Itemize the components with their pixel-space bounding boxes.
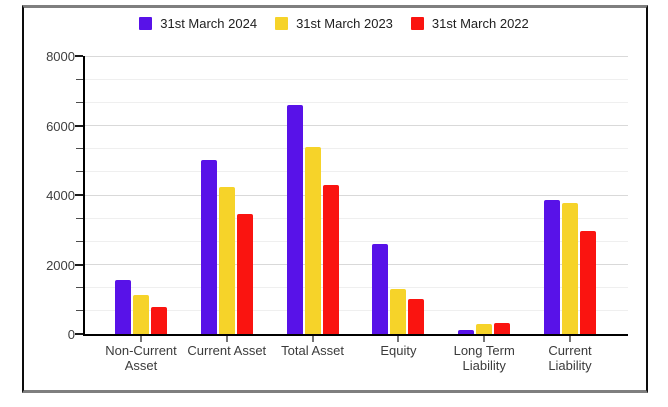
bar-series3-cat2 (236, 214, 253, 334)
legend-label: 31st March 2022 (431, 16, 529, 31)
x-axis-category-label: Equity (380, 343, 417, 358)
bar-series1-cat2 (200, 159, 217, 334)
y-axis-tick-label: 0 (67, 327, 75, 342)
x-tick (397, 336, 400, 342)
bar-series2-cat3 (304, 147, 321, 334)
gridline-minor (85, 171, 628, 173)
legend-item-1: 31st March 2024 (139, 16, 257, 31)
y-tick-minor (76, 78, 83, 80)
bar-series1-cat1 (115, 280, 131, 334)
y-tick-minor (76, 101, 83, 103)
legend-label: 31st March 2024 (160, 16, 258, 31)
legend-item-3: 31st March 2022 (410, 16, 529, 31)
gridline-major (85, 264, 628, 265)
gridline-minor (85, 310, 628, 312)
x-axis (83, 334, 628, 336)
legend-label: 31st March 2023 (296, 16, 393, 31)
bar-series3-cat6 (580, 231, 596, 334)
y-tick-minor (76, 217, 83, 219)
y-tick-minor (76, 148, 83, 150)
gridline-minor (85, 101, 628, 103)
bar-series3-cat3 (322, 184, 339, 334)
y-tick-minor (76, 240, 83, 242)
y-axis-tick-label: 6000 (46, 118, 75, 134)
y-axis-tick-label: 2000 (46, 257, 75, 273)
legend-swatch-icon (410, 17, 424, 30)
y-tick-major (75, 194, 83, 196)
legend-swatch-icon (139, 17, 153, 30)
bar-series1-cat5 (458, 329, 475, 334)
bar-series2-cat5 (476, 323, 493, 334)
gridline-minor (85, 287, 628, 289)
gridline-minor (85, 240, 628, 242)
bar-series2-cat6 (562, 202, 578, 334)
y-tick-major (75, 55, 83, 57)
x-tick (483, 336, 486, 342)
gridline-minor (85, 78, 628, 80)
x-tick (569, 336, 571, 342)
y-tick-minor (76, 287, 83, 289)
x-axis-category-label: Non-Current Asset (105, 343, 177, 373)
y-tick-minor (76, 171, 83, 173)
y-tick-major (75, 124, 83, 127)
bar-series3-cat5 (494, 322, 511, 334)
y-tick-minor (76, 310, 83, 312)
bar-series1-cat4 (372, 244, 389, 334)
x-tick (225, 336, 228, 342)
x-tick (311, 336, 314, 342)
bar-series3-cat4 (408, 299, 425, 334)
x-axis-category-label: Current Asset (187, 343, 267, 358)
x-axis-category-label: Current Liability (548, 343, 592, 373)
x-axis-category-label: Total Asset (281, 343, 345, 358)
plot-area: 0 2000 4000 6000 8000 Non-Current Asset Curren… (46, 49, 628, 373)
bar-series1-cat6 (544, 199, 560, 334)
legend: 31st March 2024 31st March 2023 31st March… (0, 16, 668, 31)
y-axis-tick-label: 8000 (46, 49, 75, 64)
gridline-major (85, 125, 628, 126)
bar-series3-cat1 (151, 306, 167, 334)
legend-item-2: 31st March 2023 (275, 16, 393, 31)
gridline-major (85, 194, 628, 196)
y-axis-tick-label: 4000 (46, 188, 75, 203)
x-tick (140, 336, 142, 342)
x-axis-category-label: Long Term Liability (453, 343, 515, 373)
y-tick-major (75, 333, 83, 335)
y-axis (83, 56, 85, 336)
legend-swatch-icon (275, 17, 289, 30)
gridline-minor (85, 148, 628, 150)
bar-series2-cat2 (218, 187, 235, 334)
bar-series2-cat1 (133, 294, 149, 334)
bar-series1-cat3 (286, 104, 303, 334)
bar-series2-cat4 (390, 288, 407, 334)
gridline-major (85, 55, 628, 57)
y-tick-major (75, 263, 83, 266)
gridline-minor (85, 217, 628, 219)
